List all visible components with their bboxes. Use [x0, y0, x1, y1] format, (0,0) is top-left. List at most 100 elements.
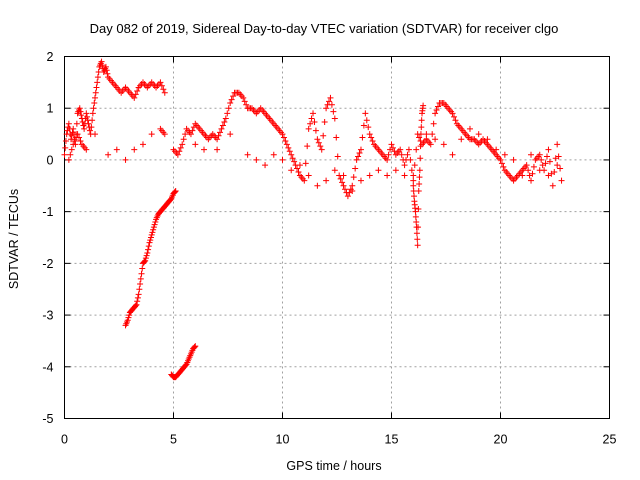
data-point: [408, 167, 415, 174]
data-point: [355, 153, 362, 160]
data-point: [85, 120, 92, 127]
data-point: [225, 105, 232, 112]
data-point: [218, 125, 225, 132]
data-point: [133, 301, 140, 308]
data-point: [282, 137, 289, 144]
data-point: [410, 187, 417, 194]
data-point: [501, 151, 508, 158]
data-point: [227, 131, 234, 138]
data-point: [432, 110, 439, 117]
data-point: [191, 343, 198, 350]
data-point: [71, 137, 78, 144]
data-point: [305, 125, 312, 132]
data-point: [349, 182, 356, 189]
x-tick-labels: 0 5 10 15 20 25: [61, 433, 616, 447]
data-point: [150, 224, 157, 231]
data-point: [412, 208, 419, 215]
data-point: [362, 110, 369, 117]
data-point: [388, 141, 395, 148]
data-point: [189, 127, 196, 134]
data-point: [353, 156, 360, 163]
data-point: [131, 146, 138, 153]
data-point: [139, 141, 146, 148]
data-point: [334, 153, 341, 160]
data-point: [135, 291, 142, 298]
data-point: [86, 127, 93, 134]
data-point: [145, 246, 152, 253]
data-point: [139, 265, 146, 272]
data-point: [401, 162, 408, 169]
data-point: [244, 151, 251, 158]
data-point: [449, 151, 456, 158]
data-point: [368, 134, 375, 141]
data-point: [94, 79, 101, 86]
data-point: [230, 93, 237, 100]
data-point: [397, 146, 404, 153]
data-point: [62, 144, 69, 151]
data-point: [315, 139, 322, 146]
data-point: [224, 110, 231, 117]
data-point: [410, 177, 417, 184]
data-point: [450, 113, 457, 120]
data-point: [415, 206, 422, 213]
data-point: [124, 317, 131, 324]
data-point: [286, 148, 293, 155]
data-point: [392, 167, 399, 174]
data-point: [137, 281, 144, 288]
data-point: [65, 156, 72, 163]
data-point: [530, 163, 537, 170]
data-point: [89, 110, 96, 117]
data-point: [227, 100, 234, 107]
data-point: [557, 165, 564, 172]
data-point: [84, 113, 91, 120]
data-point: [385, 151, 392, 158]
data-point: [415, 224, 422, 231]
data-point: [180, 136, 187, 143]
data-point: [413, 146, 420, 153]
y-tick-label: -1: [42, 205, 53, 219]
data-point: [221, 119, 228, 126]
data-point: [549, 182, 556, 189]
data-point: [317, 143, 324, 150]
data-point: [458, 136, 465, 143]
data-point: [228, 96, 235, 103]
data-point: [67, 151, 74, 158]
data-point: [311, 119, 318, 126]
data-point: [493, 146, 500, 153]
data-point: [90, 105, 97, 112]
data-point: [146, 239, 153, 246]
data-point: [429, 131, 436, 138]
data-point: [420, 102, 427, 109]
data-point: [404, 151, 411, 158]
data-point: [412, 213, 419, 220]
y-tick-label: -3: [42, 309, 53, 323]
data-point: [349, 187, 356, 194]
x-tick-label: 15: [385, 433, 399, 447]
data-point: [307, 120, 314, 127]
data-point: [510, 156, 517, 163]
data-point: [525, 167, 532, 174]
data-point: [369, 137, 376, 144]
data-point: [104, 70, 111, 77]
data-point: [144, 250, 151, 257]
y-tick-label: 2: [47, 50, 54, 64]
data-point: [192, 343, 199, 350]
data-point: [89, 117, 96, 124]
x-tick-label: 5: [170, 433, 177, 447]
data-point: [417, 155, 424, 162]
data-point: [523, 162, 530, 169]
data-point: [418, 124, 425, 131]
data-point: [126, 312, 133, 319]
data-point: [172, 187, 179, 194]
data-point: [398, 151, 405, 158]
data-point: [176, 148, 183, 155]
data-point: [134, 298, 141, 305]
chart-title: Day 082 of 2019, Sidereal Day-to-day VTE…: [90, 21, 559, 36]
data-point: [76, 105, 83, 112]
data-point: [327, 94, 334, 101]
data-point: [192, 141, 199, 148]
data-point: [288, 151, 295, 158]
data-point: [551, 168, 558, 175]
data-point: [215, 132, 222, 139]
